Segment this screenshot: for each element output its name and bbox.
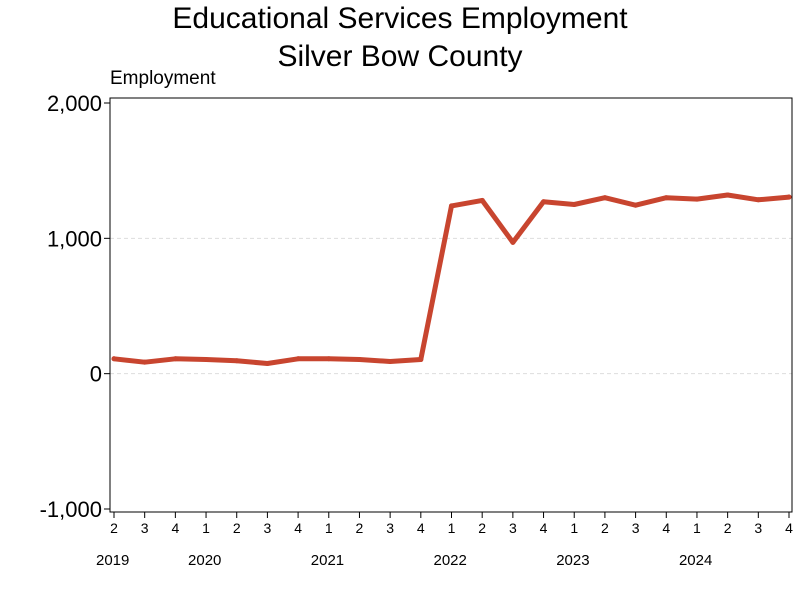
x-tick-label: 4: [417, 520, 425, 536]
data-point: [694, 196, 700, 202]
data-point: [571, 202, 577, 207]
data-point: [203, 356, 209, 362]
x-tick-label: 3: [632, 520, 640, 536]
x-tick-label: 1: [202, 520, 210, 536]
data-point: [326, 356, 332, 362]
x-tick-label: 3: [264, 520, 272, 536]
x-tick-label: 4: [294, 520, 302, 536]
x-tick-label: 1: [693, 520, 701, 536]
data-point: [264, 361, 270, 367]
series-line: [111, 192, 792, 366]
y-axis-label: Employment: [110, 68, 216, 89]
x-tick-label: 3: [509, 520, 517, 536]
data-point: [234, 358, 240, 364]
data-point: [725, 192, 731, 198]
x-tick-label: 4: [785, 520, 793, 536]
data-point: [602, 195, 608, 201]
x-tick-label: 2: [233, 520, 241, 536]
chart-title: Educational Services Employment: [172, 2, 628, 35]
x-tick-label: 4: [662, 520, 670, 536]
data-point: [510, 239, 516, 245]
y-tick-label: 2,000: [47, 91, 102, 116]
y-tick-label: 0: [90, 362, 102, 387]
chart-subtitle: Silver Bow County: [277, 40, 523, 73]
x-tick-label: 1: [448, 520, 456, 536]
data-point: [111, 356, 117, 362]
x-tick-label: 1: [570, 520, 578, 536]
x-tick-label: 1: [325, 520, 333, 536]
x-year-label: 2019: [96, 552, 129, 569]
x-tick-label: 2: [724, 520, 732, 536]
x-year-label: 2022: [434, 552, 467, 569]
x-year-label: 2024: [679, 552, 712, 569]
x-tick-label: 2: [356, 520, 364, 536]
x-tick-label: 2: [110, 520, 118, 536]
x-year-label: 2023: [556, 552, 589, 569]
data-point: [755, 197, 761, 203]
x-tick-label: 2: [478, 520, 486, 536]
data-point: [172, 356, 178, 362]
x-year-label: 2020: [188, 552, 221, 569]
x-tick-label: 2: [601, 520, 609, 536]
data-point: [479, 197, 485, 203]
data-point: [449, 203, 454, 209]
data-point: [663, 195, 669, 201]
data-point: [295, 356, 301, 362]
x-tick-label: 4: [540, 520, 548, 536]
x-tick-label: 3: [386, 520, 394, 536]
data-point: [541, 199, 547, 205]
data-point: [356, 356, 362, 362]
data-point: [418, 356, 424, 362]
x-tick-label: 4: [171, 520, 179, 536]
data-point: [142, 359, 148, 365]
data-point: [633, 202, 639, 208]
x-year-label: 2021: [311, 552, 344, 569]
y-tick-label: -1,000: [40, 497, 102, 522]
x-tick-label: 3: [754, 520, 762, 536]
y-tick-label: 1,000: [47, 226, 102, 251]
plot-frame: [109, 97, 793, 513]
data-point: [387, 358, 393, 364]
data-point: [786, 194, 792, 200]
x-tick-label: 3: [141, 520, 149, 536]
